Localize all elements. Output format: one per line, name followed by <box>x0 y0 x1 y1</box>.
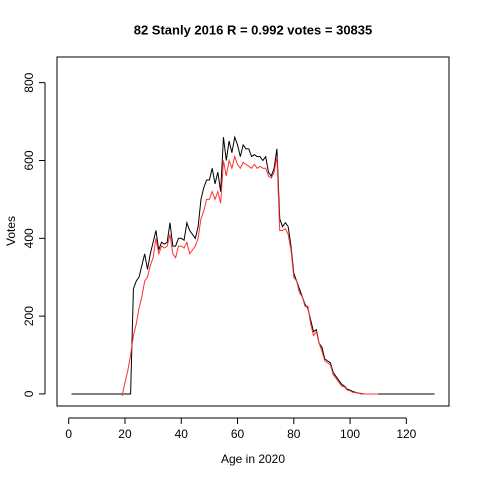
x-tick-label: 40 <box>175 427 189 441</box>
chart-title: 82 Stanly 2016 R = 0.992 votes = 30835 <box>134 22 373 37</box>
y-tick-label: 600 <box>22 150 36 170</box>
y-tick-label: 800 <box>22 72 36 92</box>
series-line <box>71 135 435 395</box>
y-tick-label: 0 <box>22 390 36 397</box>
series-line <box>121 154 379 396</box>
plot-box <box>56 56 450 407</box>
x-tick-label: 80 <box>287 427 301 441</box>
y-axis-label: Votes <box>4 216 18 246</box>
x-tick-label: 0 <box>65 427 72 441</box>
x-tick-label: 20 <box>118 427 132 441</box>
x-tick-label: 120 <box>396 427 416 441</box>
y-tick-label: 400 <box>22 228 36 248</box>
x-tick-label: 100 <box>340 427 360 441</box>
x-axis-label: Age in 2020 <box>221 452 285 466</box>
y-tick-label: 200 <box>22 306 36 326</box>
x-tick-label: 60 <box>231 427 245 441</box>
